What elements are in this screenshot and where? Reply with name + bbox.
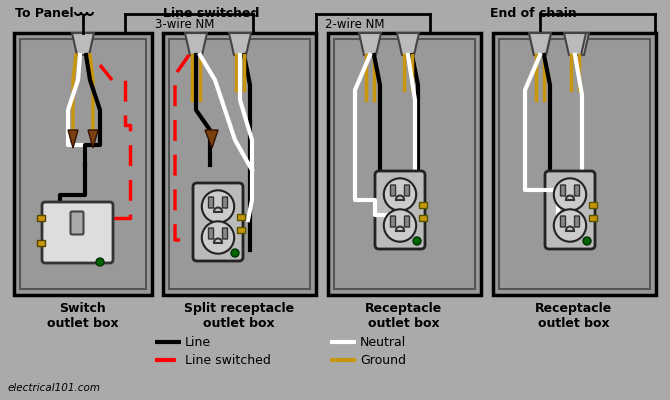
Bar	[589, 202, 597, 208]
FancyBboxPatch shape	[574, 185, 580, 196]
Polygon shape	[185, 33, 207, 55]
FancyBboxPatch shape	[405, 216, 409, 227]
Bar	[237, 227, 245, 233]
Text: Receptacle
outlet box: Receptacle outlet box	[365, 302, 443, 330]
Circle shape	[202, 221, 234, 254]
Bar	[419, 202, 427, 208]
FancyBboxPatch shape	[222, 228, 228, 239]
Bar	[589, 215, 597, 221]
Bar	[163, 33, 316, 295]
Polygon shape	[205, 130, 218, 148]
Text: Line: Line	[185, 336, 211, 348]
FancyBboxPatch shape	[222, 197, 228, 208]
Bar	[14, 33, 152, 295]
Text: 2-wire NM: 2-wire NM	[325, 18, 385, 31]
Text: electrical101.com: electrical101.com	[8, 383, 101, 393]
Text: Split receptacle
outlet box: Split receptacle outlet box	[184, 302, 294, 330]
Text: Switch
outlet box: Switch outlet box	[47, 302, 119, 330]
Bar	[493, 33, 656, 295]
Polygon shape	[564, 33, 586, 55]
Bar	[20, 39, 146, 289]
Bar	[334, 39, 475, 289]
FancyBboxPatch shape	[561, 216, 565, 227]
Text: Neutral: Neutral	[360, 336, 406, 348]
Text: Line switched: Line switched	[163, 7, 259, 20]
FancyBboxPatch shape	[561, 185, 565, 196]
Bar	[499, 39, 650, 289]
FancyBboxPatch shape	[391, 216, 395, 227]
Circle shape	[96, 258, 104, 266]
Circle shape	[583, 237, 591, 245]
FancyBboxPatch shape	[375, 171, 425, 249]
Bar	[169, 39, 310, 289]
Polygon shape	[529, 33, 551, 55]
Circle shape	[554, 178, 586, 211]
FancyBboxPatch shape	[193, 183, 243, 261]
Bar	[419, 215, 427, 221]
Text: End of chain: End of chain	[490, 7, 577, 20]
Bar	[37, 215, 45, 221]
Polygon shape	[68, 130, 78, 148]
Polygon shape	[72, 33, 94, 55]
Polygon shape	[359, 33, 381, 55]
Circle shape	[384, 178, 416, 211]
FancyBboxPatch shape	[208, 197, 214, 208]
Polygon shape	[529, 33, 551, 55]
FancyBboxPatch shape	[405, 185, 409, 196]
Circle shape	[554, 209, 586, 242]
Bar	[237, 214, 245, 220]
Text: Receptacle
outlet box: Receptacle outlet box	[535, 302, 612, 330]
Polygon shape	[88, 130, 98, 148]
FancyBboxPatch shape	[42, 202, 113, 263]
Circle shape	[202, 190, 234, 223]
FancyBboxPatch shape	[391, 185, 395, 196]
Circle shape	[384, 209, 416, 242]
FancyBboxPatch shape	[574, 216, 580, 227]
Bar	[328, 33, 481, 295]
FancyBboxPatch shape	[70, 212, 84, 234]
Bar	[37, 240, 45, 246]
Text: To Panel: To Panel	[15, 7, 74, 20]
Polygon shape	[397, 33, 419, 55]
FancyBboxPatch shape	[208, 228, 214, 239]
Text: 3-wire NM: 3-wire NM	[155, 18, 214, 31]
Circle shape	[231, 249, 239, 257]
Text: Ground: Ground	[360, 354, 406, 366]
Polygon shape	[567, 33, 589, 55]
Circle shape	[413, 237, 421, 245]
Text: Line switched: Line switched	[185, 354, 271, 366]
FancyBboxPatch shape	[545, 171, 595, 249]
Polygon shape	[229, 33, 251, 55]
